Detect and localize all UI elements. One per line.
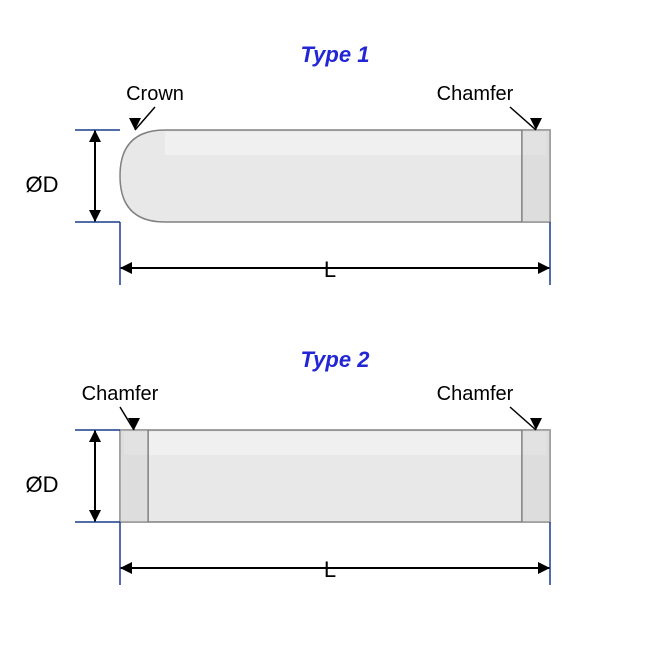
type1-l-label: L bbox=[230, 257, 430, 283]
type2-d-label: ØD bbox=[0, 472, 142, 498]
type1-d-label: ØD bbox=[0, 172, 142, 198]
type1-left-label: Crown bbox=[55, 83, 255, 106]
type2-title: Type 2 bbox=[235, 347, 435, 373]
type1-title: Type 1 bbox=[235, 42, 435, 68]
type2-left-label: Chamfer bbox=[20, 383, 220, 406]
type2-right-label: Chamfer bbox=[375, 383, 575, 406]
type2-l-label: L bbox=[230, 557, 430, 583]
type1-right-label: Chamfer bbox=[375, 83, 575, 106]
